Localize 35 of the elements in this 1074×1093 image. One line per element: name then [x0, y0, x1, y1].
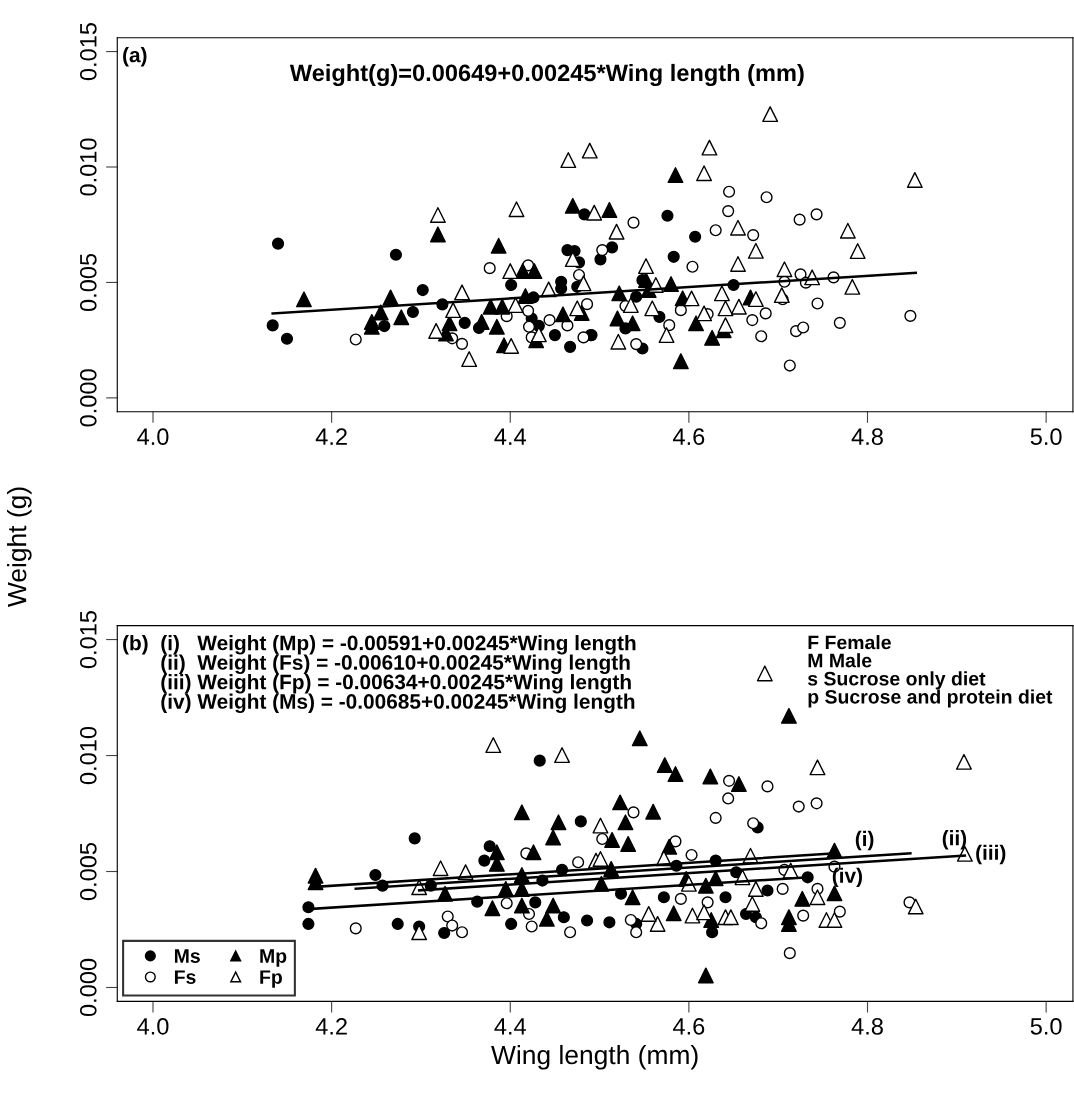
annotation: (a)	[123, 47, 147, 67]
annotation: (iv)	[832, 867, 862, 888]
legend-label: Mp	[260, 949, 287, 967]
x-tick-label: 5.0	[1030, 1018, 1062, 1035]
annotation: (iii)	[976, 844, 1006, 865]
annotation: (b)	[123, 635, 148, 655]
x-tick-label: 4.4	[494, 1018, 526, 1035]
x-tick-label: 4.8	[851, 1018, 883, 1035]
x-tick-label: 4.8	[851, 428, 883, 446]
annotation: (ii)	[942, 830, 967, 850]
x-tick-label: 4.6	[673, 1018, 705, 1035]
annotation: (i) Weight (Mp) = -0.00591+0.00245*Wing length (ii) Weight (Fs) = -0.00610+0.00245*Wing length (iii) Weight (Fp) = -0.00634+0.00245*Wing length (iv) Weight (Ms) = -0.00685+0.00245*Wing length	[161, 635, 636, 714]
y-tick-label: 0.015	[79, 611, 97, 669]
x-axis-title: Wing length (mm)	[491, 1044, 698, 1070]
x-tick-label: 5.0	[1030, 428, 1062, 446]
x-tick-label: 4.0	[137, 428, 169, 446]
y-tick-label: 0.010	[79, 726, 97, 785]
y-tick-label: 0.005	[79, 842, 97, 901]
y-tick-label: 0.015	[79, 23, 97, 81]
x-tick-label: 4.0	[137, 1018, 169, 1035]
legend-label: Ms	[174, 949, 200, 963]
y-tick-label: 0.005	[79, 253, 97, 312]
legend-label: Fp	[260, 970, 282, 988]
x-tick-label: 4.2	[315, 1018, 347, 1035]
y-tick-label: 0.010	[79, 138, 97, 196]
x-tick-label: 4.4	[494, 428, 526, 445]
annotation: (i)	[855, 830, 874, 851]
legend-label: Fs	[174, 970, 196, 984]
x-tick-label: 4.6	[673, 428, 705, 446]
annotation: F Female M Male s Sucrose only diet p Sucrose and protein diet	[807, 635, 1053, 708]
y-tick-label: 0.000	[79, 369, 97, 427]
x-tick-label: 4.2	[315, 428, 347, 445]
y-axis-title: Weight (g)	[7, 487, 32, 608]
y-tick-label: 0.000	[79, 958, 97, 1017]
annotation: Weight(g)=0.00649+0.00245*Wing length (mm)	[289, 63, 804, 86]
